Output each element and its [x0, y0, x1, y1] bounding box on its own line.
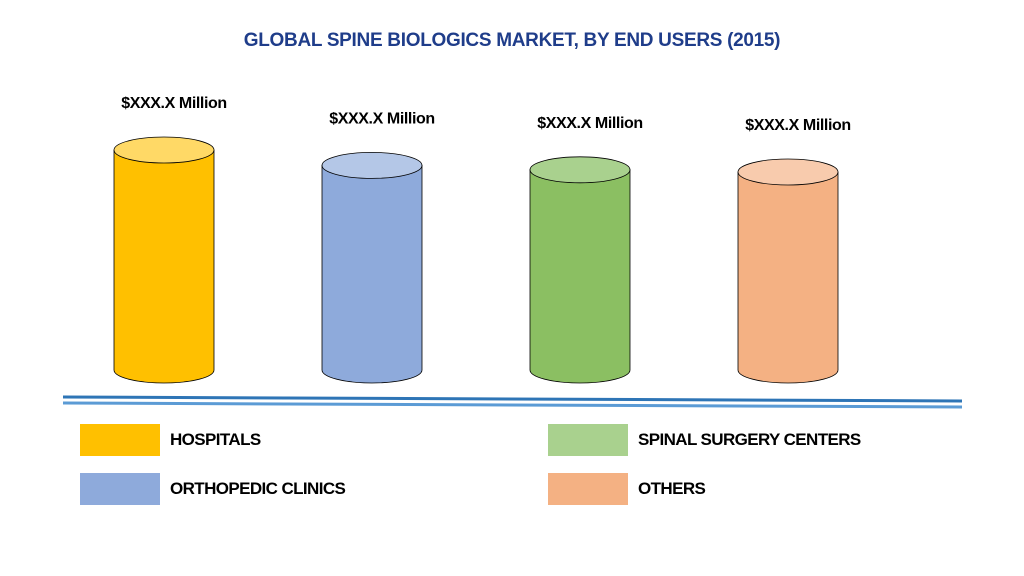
legend-swatch-spinal-surgery-centers	[548, 424, 628, 456]
legend-swatch-orthopedic-clinics	[80, 473, 160, 505]
cylinder-body-others	[737, 171, 839, 384]
cylinder-body-hospitals	[113, 149, 215, 384]
cylinder-top-hospitals	[113, 136, 215, 164]
legend-item-spinal-surgery-centers: SPINAL SURGERY CENTERS	[548, 424, 861, 456]
divider-line-bottom	[62, 401, 963, 409]
data-label-orthopedic-clinics: $XXX.X Million	[329, 110, 435, 127]
legend-swatch-hospitals	[80, 424, 160, 456]
chart-title: GLOBAL SPINE BIOLOGICS MARKET, BY END US…	[243, 30, 781, 51]
divider-line-top	[62, 395, 963, 403]
legend-item-orthopedic-clinics: ORTHOPEDIC CLINICS	[80, 473, 346, 505]
cylinder-top-spinal-surgery-centers	[529, 156, 631, 184]
cylinder-bar-spinal-surgery-centers: $XXX.X Million	[529, 115, 643, 384]
data-label-spinal-surgery-centers: $XXX.X Million	[537, 115, 643, 132]
data-label-hospitals: $XXX.X Million	[121, 95, 227, 112]
legend-item-others: OTHERS	[548, 473, 706, 505]
data-label-others: $XXX.X Million	[745, 117, 851, 134]
cylinder-body-spinal-surgery-centers	[529, 169, 631, 384]
legend-label-others: OTHERS	[638, 479, 706, 498]
legend-swatch-others	[548, 473, 628, 505]
legend-label-spinal-surgery-centers: SPINAL SURGERY CENTERS	[638, 430, 861, 449]
cylinder-body-orthopedic-clinics	[321, 165, 423, 384]
cylinder-bar-orthopedic-clinics: $XXX.X Million	[321, 110, 435, 384]
legend-item-hospitals: HOSPITALS	[80, 424, 261, 456]
cylinder-bar-others: $XXX.X Million	[737, 117, 851, 384]
legend-label-orthopedic-clinics: ORTHOPEDIC CLINICS	[170, 479, 346, 498]
cylinder-top-orthopedic-clinics	[321, 151, 423, 179]
legend-label-hospitals: HOSPITALS	[170, 430, 261, 449]
cylinder-top-others	[737, 158, 839, 186]
cylinder-bar-hospitals: $XXX.X Million	[113, 95, 227, 384]
